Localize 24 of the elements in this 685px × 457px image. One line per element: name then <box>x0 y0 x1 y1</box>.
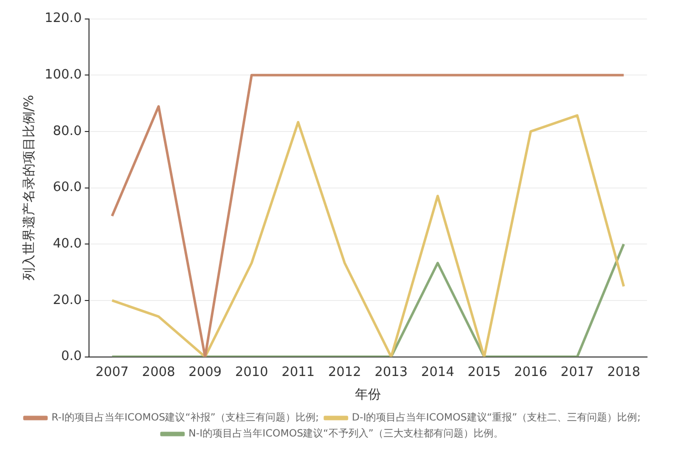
legend-label: R-I的项目占当年ICOMOS建议“补报”（支柱三有问题）比例; <box>51 412 319 424</box>
x-tick-label: 2007 <box>96 364 129 380</box>
y-tick-label: 80.0 <box>52 124 82 139</box>
y-tick-label: 20.0 <box>52 292 82 308</box>
y-tick-label: 0.0 <box>61 349 82 364</box>
y-tick-label: 40.0 <box>52 236 82 252</box>
legend-label: N-I的项目占当年ICOMOS建议“不予列入”（三大支柱都有问题）比例。 <box>188 428 504 440</box>
x-tick-label: 2016 <box>514 364 548 380</box>
x-tick-label: 2013 <box>374 364 408 380</box>
x-tick-label: 2014 <box>421 364 454 380</box>
x-axis-title: 年份 <box>354 388 381 403</box>
x-tick-label: 2012 <box>328 364 362 380</box>
x-tick-label: 2017 <box>560 364 594 380</box>
y-tick-label: 120.0 <box>44 11 82 26</box>
x-tick-label: 2011 <box>282 364 315 380</box>
legend-label: D-I的项目占当年ICOMOS建议“重报”（支柱二、三有问题）比例; <box>352 412 641 424</box>
x-tick-label: 2009 <box>188 364 222 380</box>
x-tick-label: 2015 <box>468 364 501 380</box>
x-tick-label: 2008 <box>142 364 176 380</box>
x-tick-label: 2018 <box>607 364 640 380</box>
y-tick-label: 60.0 <box>52 180 82 196</box>
y-axis-title: 列入世界遗产名录的项目比例/% <box>22 94 38 281</box>
y-tick-label: 100.0 <box>44 68 82 83</box>
x-tick-label: 2010 <box>235 364 268 380</box>
